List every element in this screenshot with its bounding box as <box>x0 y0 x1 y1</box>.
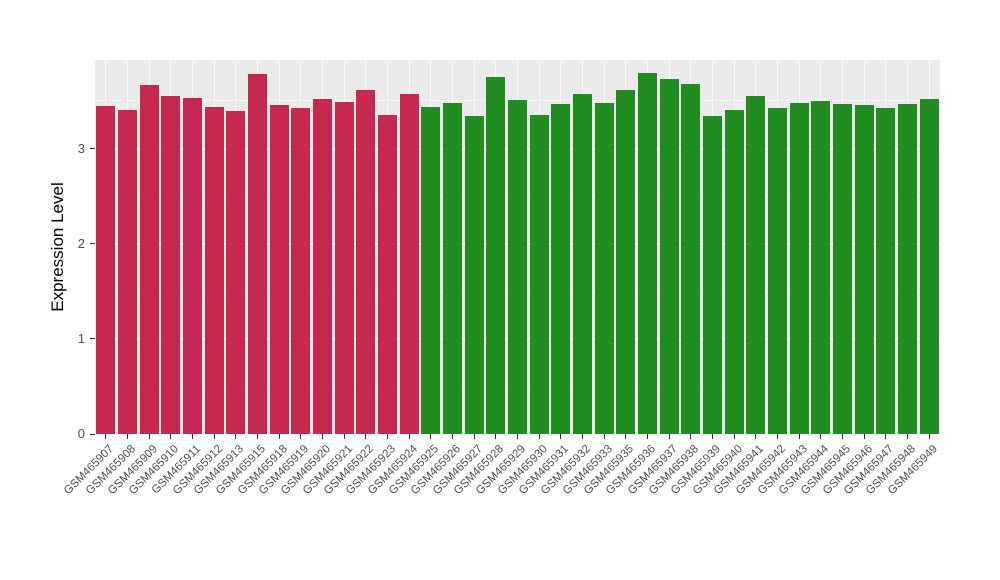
bar-GSM465912 <box>204 106 224 434</box>
bar-GSM465932 <box>572 94 593 434</box>
y-tick-mark <box>90 338 95 340</box>
x-tick-mark <box>148 434 150 439</box>
x-tick-mark <box>365 434 367 439</box>
x-tick-mark <box>127 434 128 439</box>
bar-GSM465931 <box>551 103 571 434</box>
bar-GSM465922 <box>356 89 376 434</box>
bar-GSM465924 <box>399 94 419 434</box>
bar-GSM465925 <box>421 106 441 434</box>
x-tick-mark <box>582 434 583 439</box>
x-tick-mark <box>603 434 605 439</box>
bar-GSM465933 <box>594 102 614 434</box>
x-tick-mark <box>430 434 432 439</box>
y-tick-mark <box>90 433 95 435</box>
x-tick-mark <box>452 434 453 439</box>
bar-GSM465943 <box>789 102 809 434</box>
bar-GSM465936 <box>637 73 658 434</box>
plot-panel <box>95 60 940 435</box>
bar-GSM465942 <box>767 107 788 434</box>
bar-GSM465928 <box>486 77 506 434</box>
x-tick-mark <box>473 434 475 439</box>
x-tick-mark <box>278 434 280 439</box>
bar-GSM465940 <box>724 110 744 434</box>
x-tick-mark <box>820 434 822 439</box>
bar-GSM465948 <box>897 103 918 434</box>
bar-GSM465909 <box>139 84 159 434</box>
bar-GSM465907 <box>96 105 116 434</box>
x-tick-mark <box>257 434 258 439</box>
x-tick-mark <box>322 434 323 439</box>
bar-GSM465946 <box>854 104 874 434</box>
bar-GSM465913 <box>226 111 246 434</box>
bar-GSM465915 <box>247 74 268 434</box>
x-tick-mark <box>343 434 345 439</box>
x-tick-mark <box>105 434 107 439</box>
bar-GSM465919 <box>291 107 311 434</box>
y-tick-label: 3 <box>77 140 85 156</box>
x-tick-mark <box>625 434 627 439</box>
bar-GSM465935 <box>616 90 636 434</box>
x-tick-mark <box>408 434 410 439</box>
x-tick-mark <box>668 434 670 439</box>
y-tick-label: 0 <box>77 426 85 441</box>
x-tick-mark <box>560 434 562 439</box>
x-tick-mark <box>907 434 908 439</box>
bar-GSM465910 <box>161 96 181 434</box>
bar-GSM465937 <box>659 79 679 434</box>
x-tick-mark <box>928 434 930 439</box>
x-tick-mark <box>517 434 518 439</box>
x-tick-mark <box>495 434 497 439</box>
bar-GSM465941 <box>746 96 766 434</box>
bar-GSM465918 <box>269 104 289 434</box>
bar-GSM465938 <box>681 83 701 434</box>
bar-GSM465923 <box>377 115 398 434</box>
bar-GSM465949 <box>919 99 939 434</box>
x-tick-mark <box>798 434 800 439</box>
x-tick-mark <box>387 434 388 439</box>
x-tick-mark <box>192 434 193 439</box>
x-tick-mark <box>733 434 735 439</box>
x-tick-mark <box>538 434 540 439</box>
x-tick-mark <box>755 434 757 439</box>
bar-GSM465944 <box>811 100 831 434</box>
x-tick-mark <box>842 434 843 439</box>
bar-GSM465930 <box>529 115 549 434</box>
x-tick-mark <box>300 434 302 439</box>
bar-GSM465947 <box>876 107 896 434</box>
x-tick-mark <box>863 434 865 439</box>
bar-GSM465926 <box>442 102 463 434</box>
x-tick-mark <box>235 434 237 439</box>
y-tick-mark <box>90 243 95 245</box>
x-tick-mark <box>690 434 692 439</box>
bar-GSM465939 <box>702 116 723 434</box>
x-tick-mark <box>647 434 648 439</box>
bar-GSM465921 <box>334 101 354 434</box>
y-tick-mark <box>90 148 95 149</box>
bar-GSM465927 <box>464 116 484 434</box>
bar-GSM465920 <box>312 99 333 434</box>
x-tick-mark <box>712 434 713 439</box>
bar-GSM465945 <box>832 103 853 434</box>
y-tick-label: 2 <box>77 235 85 251</box>
bar-GSM465911 <box>182 98 203 434</box>
x-tick-mark <box>170 434 172 439</box>
bar-GSM465908 <box>117 110 138 434</box>
y-tick-label: 1 <box>77 330 85 346</box>
x-tick-mark <box>777 434 778 439</box>
bar-GSM465929 <box>507 99 528 434</box>
x-tick-mark <box>885 434 887 439</box>
x-tick-mark <box>213 434 215 439</box>
bars-layer <box>95 60 940 434</box>
